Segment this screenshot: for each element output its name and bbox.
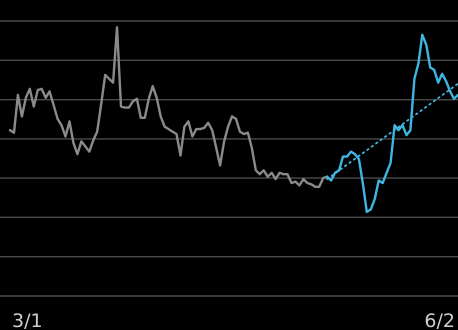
trend-line: [326, 82, 458, 181]
gridlines: [0, 20, 458, 297]
recent-line: [326, 33, 458, 214]
x-tick-start: 3/1: [12, 310, 43, 330]
series-layer: [8, 26, 458, 214]
x-tick-end: 6/2: [424, 310, 455, 330]
history-line: [8, 26, 329, 189]
